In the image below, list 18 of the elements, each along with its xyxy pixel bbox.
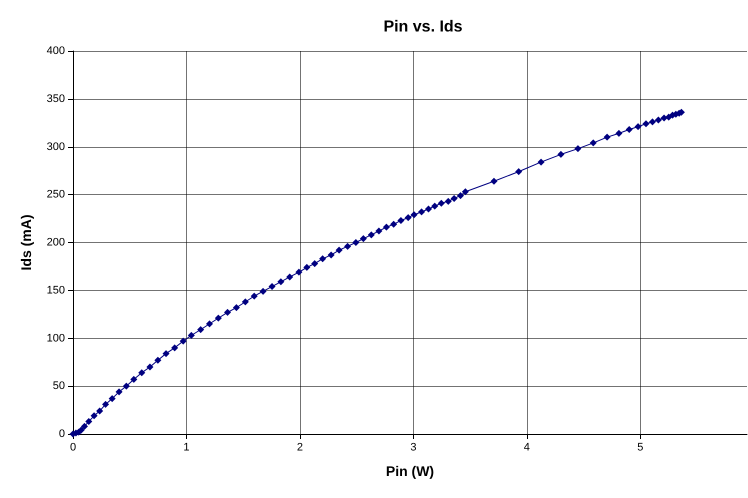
y-tick-label: 200	[46, 236, 65, 248]
y-tick-label: 150	[46, 284, 65, 296]
x-tick-label: 4	[524, 442, 530, 454]
x-tick-label: 1	[183, 442, 190, 454]
y-tick-label: 0	[58, 428, 65, 440]
y-tick-label: 350	[46, 92, 65, 105]
y-axis-title: Ids (mA)	[18, 214, 34, 270]
y-tick-label: 100	[46, 332, 65, 344]
y-tick-label: 50	[52, 380, 65, 392]
x-tick-label: 0	[70, 442, 76, 454]
x-tick-label: 5	[637, 442, 644, 454]
x-tick-label: 3	[410, 442, 416, 454]
chart-title: Pin vs. Ids	[383, 18, 463, 36]
x-tick-label: 2	[296, 442, 303, 454]
y-tick-label: 300	[46, 140, 65, 153]
y-tick-label: 400	[46, 45, 65, 57]
y-tick-label: 250	[46, 188, 65, 201]
x-axis-title: Pin (W)	[386, 463, 434, 479]
